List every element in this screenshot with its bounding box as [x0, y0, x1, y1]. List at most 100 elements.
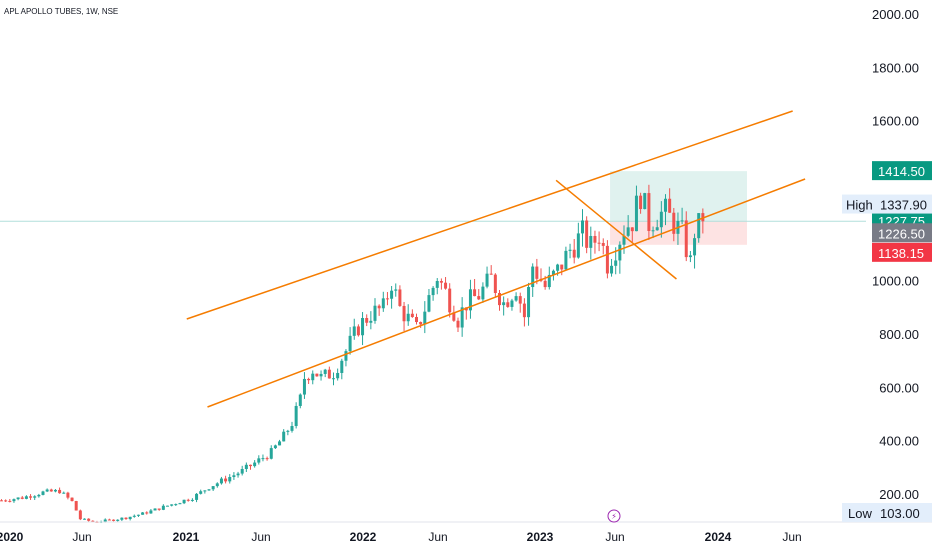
candle-body: [639, 195, 643, 210]
candle-body: [323, 369, 327, 374]
candle: [618, 241, 622, 274]
candle: [589, 226, 593, 260]
candle: [20, 495, 24, 500]
candle: [4, 499, 8, 503]
candle-body: [348, 335, 352, 352]
x-tick-label: 2023: [527, 530, 554, 544]
candle: [493, 273, 497, 297]
candle-body: [273, 445, 277, 449]
candle: [211, 486, 215, 492]
x-axis[interactable]: 2020 Jun 2021 Jun 2022 Jun 2023 Jun 2024 Jun ⚡: [0, 509, 932, 544]
candle: [170, 504, 174, 507]
candle-body: [489, 273, 493, 275]
candle-body: [518, 296, 522, 304]
candle-body: [385, 298, 389, 300]
candle: [415, 313, 418, 325]
candle-body: [543, 280, 547, 288]
candle-body: [257, 458, 261, 463]
candle: [647, 184, 651, 240]
candle-body: [431, 287, 435, 296]
candle: [572, 238, 576, 264]
candle: [336, 368, 340, 381]
candle: [510, 298, 514, 311]
candle: [62, 491, 66, 494]
candle: [16, 497, 20, 501]
candle-body: [402, 305, 406, 322]
candle-body: [460, 307, 464, 328]
candle: [136, 514, 140, 517]
candle: [116, 519, 120, 522]
y-tick-label: 2000.00: [872, 7, 919, 22]
x-tick-label: Jun: [251, 530, 270, 544]
candle: [29, 494, 33, 500]
svg-text:High: High: [846, 198, 873, 213]
candle: [12, 498, 16, 503]
candle: [369, 311, 373, 330]
candle-body: [182, 499, 186, 504]
candle: [53, 489, 57, 493]
candle: [406, 304, 410, 326]
candle: [327, 366, 331, 379]
trend-lines[interactable]: [186, 110, 806, 408]
candle-body: [49, 489, 53, 492]
candle-body: [352, 326, 356, 336]
candle-body: [0, 500, 3, 502]
candle: [597, 231, 601, 252]
candle-body: [66, 492, 70, 498]
candle-body: [452, 312, 456, 321]
candle-body: [58, 489, 62, 494]
candle: [166, 505, 169, 507]
candle-body: [572, 249, 576, 258]
candle: [273, 444, 277, 450]
candle-body: [556, 264, 560, 271]
candle-body: [311, 373, 315, 381]
candle-body: [498, 292, 501, 306]
candle-body: [655, 227, 659, 231]
candle: [385, 292, 389, 306]
candle-body: [112, 519, 116, 521]
candle-body: [502, 302, 506, 306]
candle: [236, 471, 240, 478]
candle: [535, 258, 539, 285]
candle: [70, 497, 74, 502]
candle: [601, 238, 605, 255]
candle: [672, 207, 676, 242]
candle: [477, 289, 481, 301]
candle: [514, 292, 518, 302]
candle-body: [531, 266, 535, 288]
candle-body: [485, 273, 489, 287]
candle-body: [228, 477, 232, 482]
candle-body: [365, 318, 369, 323]
candle-body: [161, 505, 165, 510]
x-tick-label: Jun: [72, 530, 91, 544]
y-tick-label: 1800.00: [872, 60, 919, 75]
candle: [219, 476, 223, 485]
candle-body: [626, 227, 630, 236]
candle-body: [174, 504, 178, 506]
candle-body: [294, 405, 298, 427]
candle-body: [551, 270, 555, 275]
candle-body: [136, 514, 140, 516]
candle-body: [701, 213, 705, 222]
candle-body: [236, 473, 240, 476]
candle: [506, 298, 510, 308]
candle: [410, 309, 414, 318]
candle: [153, 508, 157, 511]
candle-body: [688, 255, 692, 258]
candle: [423, 301, 427, 334]
candle: [74, 500, 78, 511]
candle-body: [107, 519, 111, 521]
svg-text:⚡: ⚡: [611, 512, 617, 521]
candle: [49, 488, 53, 492]
candle: [390, 286, 394, 309]
candle-body: [286, 430, 290, 432]
candle: [199, 489, 203, 495]
target-zone: [610, 171, 747, 221]
candle-body: [70, 497, 74, 502]
candle-body: [298, 394, 302, 406]
candle-body: [585, 220, 589, 248]
candle: [688, 250, 692, 263]
